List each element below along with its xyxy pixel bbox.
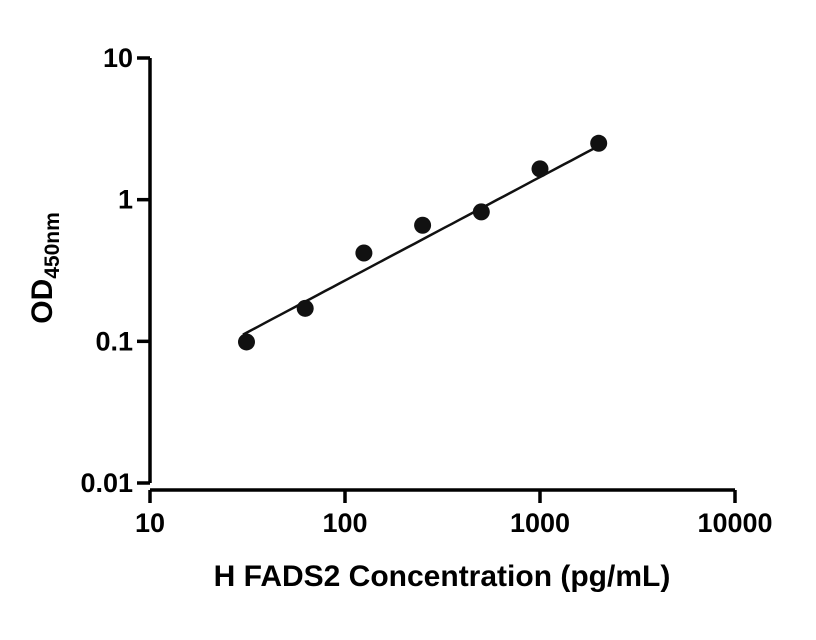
data-point	[531, 160, 549, 178]
y-tick-label: 0.1	[95, 326, 133, 356]
y-axis: 10 1 0.1 0.01	[80, 43, 152, 498]
x-tick-label: 10	[135, 508, 165, 538]
y-tick-label: 1	[118, 185, 133, 215]
y-axis-title-subscript: 450nm	[41, 212, 64, 279]
y-tick-label: 0.01	[80, 468, 133, 498]
data-point	[414, 216, 432, 234]
x-tick-label: 10000	[697, 508, 772, 538]
data-point	[355, 244, 373, 262]
data-points	[237, 134, 608, 351]
x-axis: 10 100 1000 10000	[135, 488, 773, 538]
data-point	[296, 299, 314, 317]
fit-curve	[242, 143, 602, 336]
data-point	[590, 134, 608, 152]
y-tick-label: 10	[103, 43, 133, 73]
y-axis-title-main: OD	[26, 279, 59, 324]
fit-line	[242, 143, 602, 336]
data-point	[472, 203, 490, 221]
x-axis-title: H FADS2 Concentration (pg/mL)	[214, 560, 671, 593]
data-point	[237, 333, 255, 351]
x-tick-label: 1000	[510, 508, 570, 538]
y-axis-title: OD450nm	[26, 212, 64, 324]
x-tick-label: 100	[322, 508, 367, 538]
